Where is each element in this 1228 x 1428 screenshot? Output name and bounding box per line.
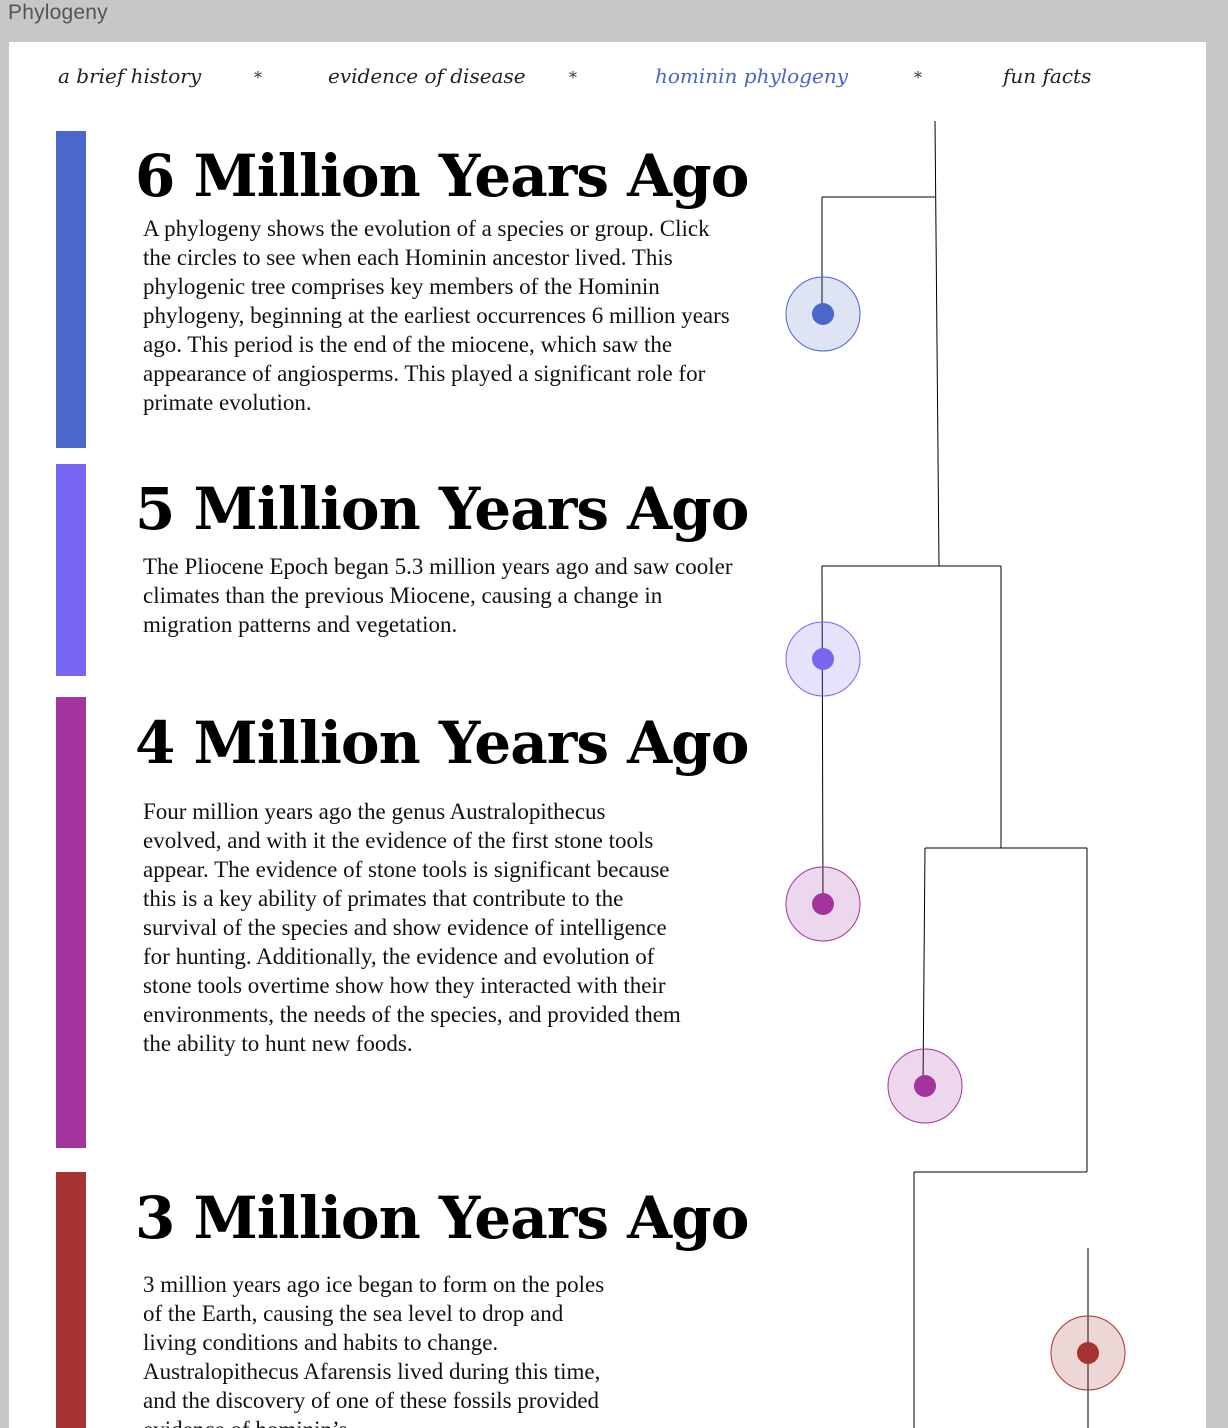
era-text-5mya: The Pliocene Epoch began 5.3 million yea… <box>143 554 733 637</box>
era-title-3mya: 3 Million Years Ago <box>135 1184 749 1252</box>
era-title-5mya: 5 Million Years Ago <box>135 475 749 543</box>
tree-branch <box>922 847 926 1087</box>
phylogeny-tree <box>785 120 1126 1428</box>
top-nav: a brief history * evidence of disease * … <box>9 64 1206 104</box>
nav-separator: * <box>254 68 262 87</box>
era-bar-6mya <box>56 131 86 448</box>
era-text-3mya: 3 million years ago ice began to form on… <box>143 1272 605 1428</box>
nav-link-brief-history[interactable]: a brief history <box>58 64 202 88</box>
era-bar-3mya <box>56 1172 86 1428</box>
hominin-node-6mya[interactable] <box>785 276 861 352</box>
hominin-node-3mya[interactable] <box>1050 1315 1126 1391</box>
era-title-4mya: 4 Million Years Ago <box>135 709 749 777</box>
nav-link-fun-facts[interactable]: fun facts <box>1003 64 1092 88</box>
hominin-node-4mya[interactable] <box>785 866 861 942</box>
era-bar-5mya <box>56 464 86 676</box>
nav-link-evidence-of-disease[interactable]: evidence of disease <box>328 64 526 88</box>
nav-separator: * <box>569 68 577 87</box>
tree-branch <box>934 120 940 567</box>
hominin-node-5mya[interactable] <box>785 621 861 697</box>
window-title: Phylogeny <box>8 1 108 24</box>
era-title-6mya: 6 Million Years Ago <box>135 142 749 210</box>
era-bar-4mya <box>56 697 86 1148</box>
era-text-4mya: Four million years ago the genus Austral… <box>143 799 681 1056</box>
nav-separator: * <box>914 68 922 87</box>
page-content: a brief history * evidence of disease * … <box>9 42 1206 1428</box>
tree-branch <box>821 565 824 905</box>
era-text-6mya: A phylogeny shows the evolution of a spe… <box>143 216 730 415</box>
hominin-node-4mya-branch[interactable] <box>887 1048 963 1124</box>
nav-link-hominin-phylogeny[interactable]: hominin phylogeny <box>655 64 849 88</box>
